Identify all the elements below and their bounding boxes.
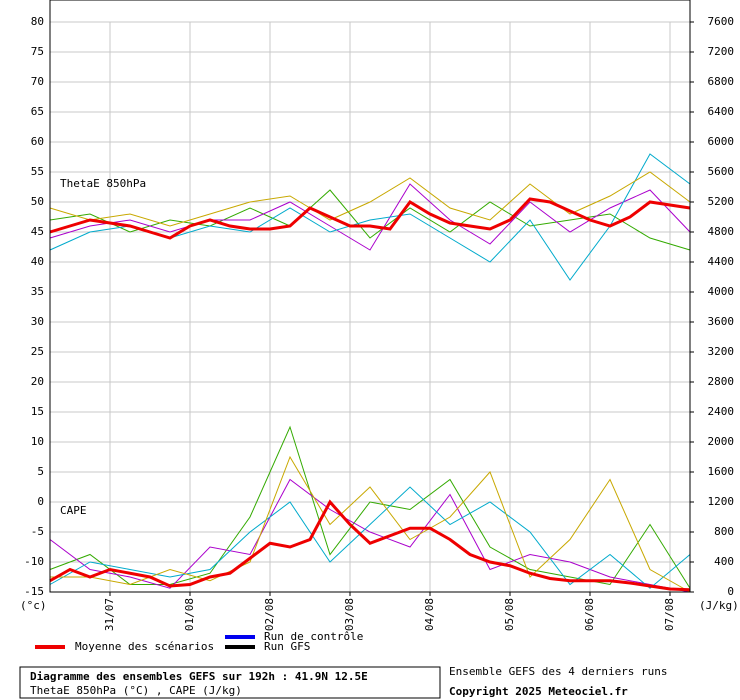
y-tick-label: -10 [24,555,44,568]
title-box [19,666,441,699]
copyright: Copyright 2025 Meteociel.fr [449,685,628,698]
member-line [49,478,691,593]
y2-tick-label: 800 [714,525,734,538]
y2-tick-label: 7200 [708,45,735,58]
y-tick-label: 75 [31,45,44,58]
legend-label: Moyenne des scénarios [75,640,214,653]
y-tick-label: 70 [31,75,44,88]
y2-tick-label: 4000 [708,285,735,298]
y2-tick-label: 2400 [708,405,735,418]
y2-tick-label: 5600 [708,165,735,178]
y-tick-label: 30 [31,315,44,328]
y-tick-label: 65 [31,105,44,118]
source: Ensemble GEFS des 4 derniers runs [449,665,668,678]
x-tick-label: 02/08 [263,598,276,631]
legend-label: Run de contrôle [264,630,363,643]
mean-line [49,499,691,592]
y2-tick-label: 2800 [708,375,735,388]
y-tick-label: 35 [31,285,44,298]
member-line [49,425,691,589]
y-tick-label: 20 [31,375,44,388]
x-tick-label: 05/08 [503,598,516,631]
y-tick-label: 50 [31,195,44,208]
legend-label: Run GFS [264,640,310,653]
x-tick-label: 03/08 [343,598,356,631]
x-tick-label: 04/08 [423,598,436,631]
y2-tick-label: 1600 [708,465,735,478]
y2-tick-label: 6400 [708,105,735,118]
mean-line [49,197,691,240]
y2-tick-label: 2000 [708,435,735,448]
y2-tick-label: 3200 [708,345,735,358]
member-line [49,171,691,227]
y-tick-label: 15 [31,405,44,418]
member-line [49,153,691,281]
y-tick-label: 5 [37,465,44,478]
y-tick-label: 10 [31,435,44,448]
y-tick-label: 45 [31,225,44,238]
y2-tick-label: 6800 [708,75,735,88]
y2-tick-label: 1200 [708,495,735,508]
plot-frame [49,0,691,593]
y2-tick-label: 5200 [708,195,735,208]
y2-tick-label: 3600 [708,315,735,328]
y-tick-label: 40 [31,255,44,268]
x-tick-label: 01/08 [183,598,196,631]
y-tick-label: 0 [37,495,44,508]
y2-tick-label: 0 [727,585,734,598]
y-tick-label: 25 [31,345,44,358]
y2-tick-label: 4800 [708,225,735,238]
y-tick-label: 80 [31,15,44,28]
y-tick-label: 60 [31,135,44,148]
y-tick-label: 55 [31,165,44,178]
chart-title: Diagramme des ensembles GEFS sur 192h : … [30,670,368,683]
y-axis-label: (°c) [20,599,47,612]
series-label: CAPE [60,504,87,517]
y2-tick-label: 4400 [708,255,735,268]
y-tick-label: -5 [31,525,44,538]
y2-tick-label: 400 [714,555,734,568]
y2-tick-label: 6000 [708,135,735,148]
x-tick-label: 07/08 [663,598,676,631]
chart-subtitle: ThetaE 850hPa (°C) , CAPE (J/kg) [30,684,242,697]
x-tick-label: 31/07 [103,598,116,631]
y2-tick-label: 7600 [708,15,735,28]
x-tick-label: 06/08 [583,598,596,631]
member-line [50,455,691,593]
y-tick-label: -15 [24,585,44,598]
y2-axis-label: (J/kg) [699,599,739,612]
member-line [49,183,691,251]
series-label: ThetaE 850hPa [60,177,146,190]
